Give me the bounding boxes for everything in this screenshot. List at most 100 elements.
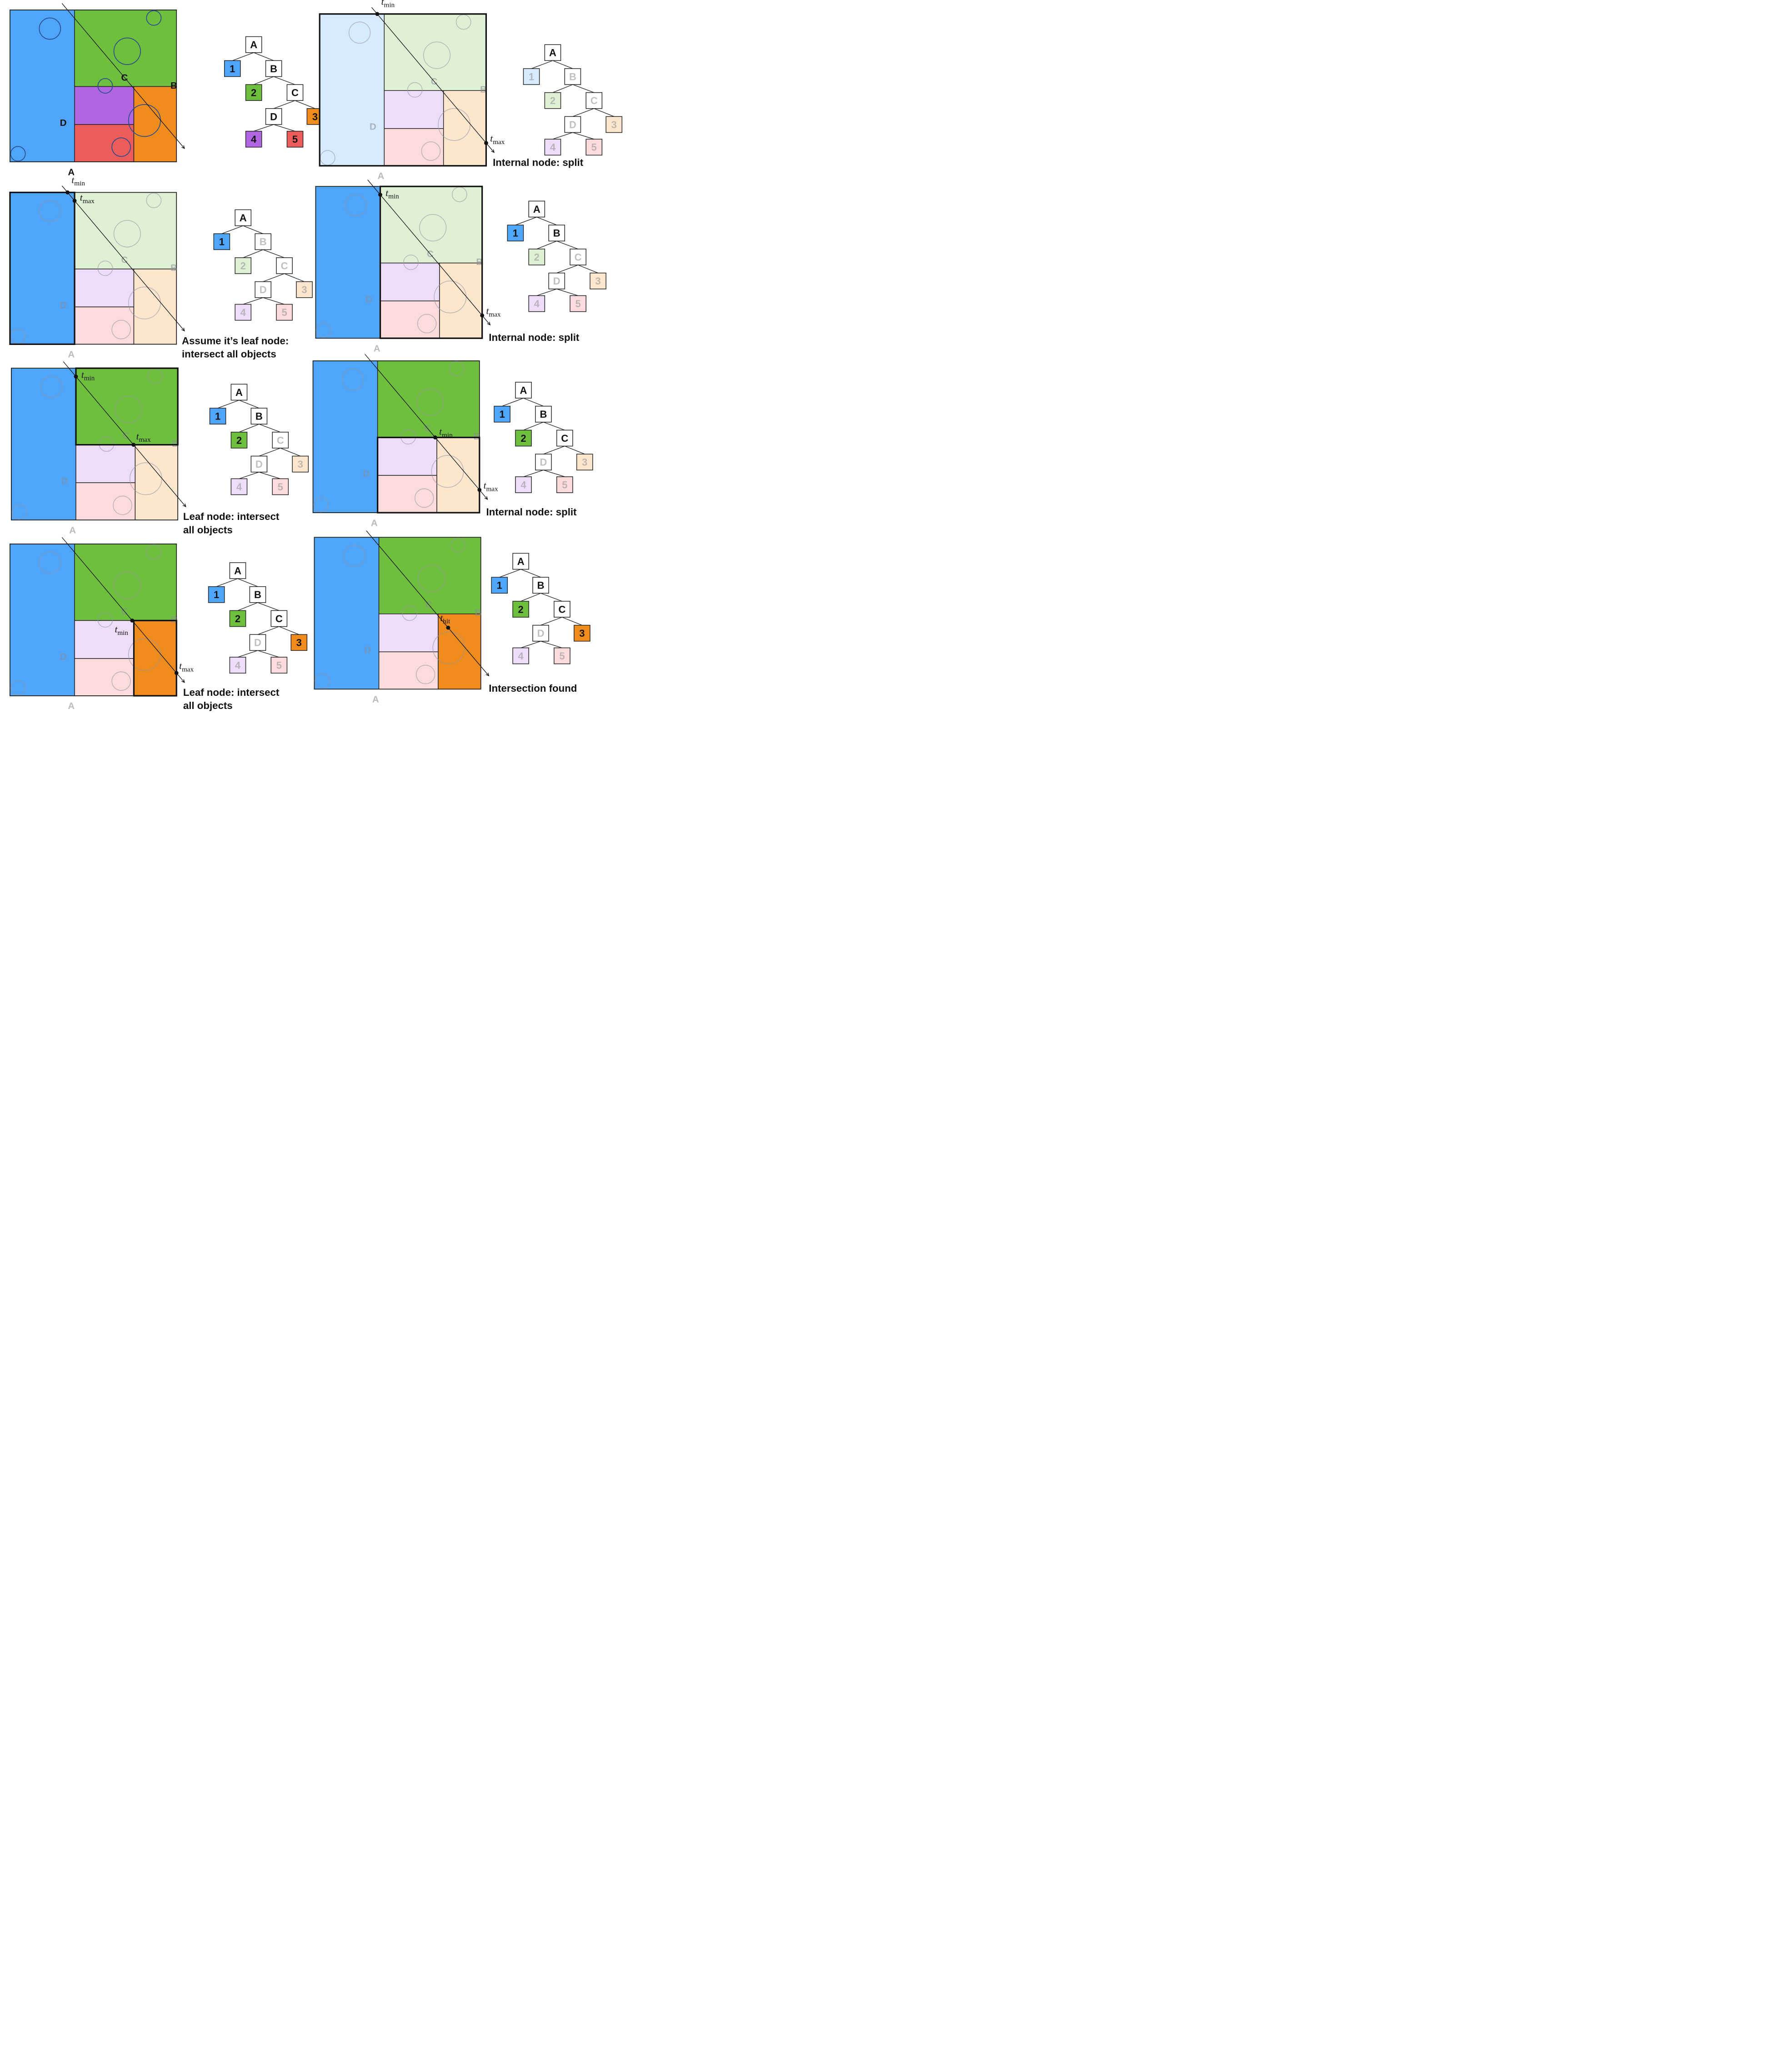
tree-node-label-A: A — [235, 387, 243, 398]
tree-node-label-D: D — [255, 459, 263, 470]
tree-edge — [232, 52, 254, 61]
panel-p5: DCBAtmintmax12345ABCDLeaf node: intersec… — [11, 361, 309, 535]
tmin-marker — [65, 190, 70, 195]
tree-node-label-5: 5 — [562, 479, 567, 490]
tree-edge — [243, 297, 263, 305]
object-circle — [419, 214, 447, 242]
tree-edge — [239, 399, 260, 409]
tree-node-A — [515, 382, 532, 399]
object-circle — [348, 21, 371, 44]
object-circle — [146, 192, 162, 208]
bsp-tree: 1 2 3 4 5 A B C D — [507, 200, 606, 312]
region-4 — [384, 90, 444, 129]
tree-node-label-D: D — [569, 119, 576, 130]
tree-edge — [243, 249, 263, 258]
current-node-box — [319, 13, 487, 167]
tree-node-B — [265, 60, 282, 77]
split-label-B: B — [170, 614, 177, 625]
ray-arrowhead — [487, 321, 491, 326]
tree-edge — [594, 108, 614, 117]
object-circle — [449, 361, 465, 377]
object-circle — [39, 200, 61, 222]
tree-node-1 — [213, 233, 230, 250]
ray-line — [61, 185, 185, 331]
tree-node-1 — [208, 586, 225, 603]
split-label-D: D — [60, 300, 67, 310]
region-5 — [378, 651, 439, 690]
tree-node-label-4: 4 — [520, 479, 526, 490]
scene-border — [314, 537, 481, 690]
region-3 — [439, 262, 483, 339]
region-5 — [384, 128, 444, 166]
tree-node-label-A: A — [517, 556, 525, 567]
tree-edge — [243, 225, 263, 234]
tree-node-label-A: A — [533, 204, 540, 215]
tree-node-label-B: B — [254, 589, 261, 600]
partition-scene: DCBA — [10, 3, 185, 177]
tree-edge — [239, 424, 260, 433]
tree-node-label-B: B — [255, 411, 263, 422]
tree-node-2 — [515, 429, 532, 447]
region-3 — [438, 613, 481, 690]
tmax-marker — [72, 199, 77, 203]
tree-node-1 — [507, 225, 524, 242]
object-circle — [407, 82, 423, 98]
tree-node-label-4: 4 — [251, 134, 257, 145]
tree-node-label-D: D — [537, 628, 545, 639]
object-circle — [113, 571, 141, 599]
tree-node-label-B: B — [569, 71, 576, 82]
object-circle — [113, 220, 141, 248]
tree-node-label-1: 1 — [230, 63, 235, 75]
tree-edge — [531, 60, 553, 69]
panel-p4: DCBAtmintmax12345ABCDInternal node: spli… — [315, 180, 606, 354]
tree-node-5 — [585, 139, 603, 156]
tree-node-5 — [276, 304, 293, 321]
bsp-tree: 1 2 3 4 5 A B C D — [224, 36, 324, 148]
tree-node-label-1: 1 — [219, 236, 225, 248]
partition-scene: DCBAtmintmax — [10, 537, 194, 711]
tree-edge — [565, 445, 585, 454]
tree-node-C — [286, 84, 304, 101]
tree-node-D — [249, 634, 266, 651]
region-3 — [133, 86, 177, 162]
panel-caption: Internal node: split — [493, 157, 584, 168]
object-circle — [342, 368, 364, 391]
tree-node-label-3: 3 — [312, 111, 318, 122]
tree-node-5 — [570, 295, 586, 312]
tree-node-3 — [605, 116, 623, 133]
tree-node-label-2: 2 — [550, 95, 555, 106]
panel-caption: all objects — [183, 700, 233, 711]
tree-node-2 — [528, 249, 545, 265]
tree-node-1 — [224, 60, 241, 77]
tree-node-label-3: 3 — [301, 284, 307, 295]
split-label-A: A — [374, 344, 380, 354]
tmin-label: tmin — [381, 0, 395, 9]
tree-node-label-5: 5 — [575, 298, 581, 310]
partition-scene: DCBAtmintmax — [312, 354, 498, 528]
object-circle — [39, 551, 61, 574]
tree-node-1 — [494, 405, 510, 423]
object-circle — [450, 537, 466, 553]
tree-node-2 — [512, 601, 529, 618]
current-node-box — [379, 185, 483, 339]
tree-node-label-C: C — [559, 604, 566, 615]
tree-node-4 — [229, 657, 246, 674]
region-5 — [377, 475, 437, 513]
object-circle — [111, 320, 131, 340]
tree-edge — [263, 249, 285, 258]
tree-node-label-B: B — [270, 63, 277, 75]
tree-node-B — [255, 233, 271, 250]
object-circle — [343, 544, 365, 567]
region-5 — [74, 306, 135, 345]
region-3 — [436, 437, 480, 513]
tree-node-label-5: 5 — [278, 481, 283, 493]
object-circle — [423, 41, 451, 69]
tree-node-A — [230, 384, 248, 401]
region-4 — [378, 613, 439, 652]
tree-node-label-C: C — [291, 87, 299, 99]
object-circle — [97, 78, 113, 94]
tree-edge — [520, 569, 541, 578]
ray-line — [371, 7, 495, 153]
tree-node-4 — [515, 476, 532, 493]
panel-p8: DCBAthit12345ABCDIntersection found — [314, 530, 590, 705]
